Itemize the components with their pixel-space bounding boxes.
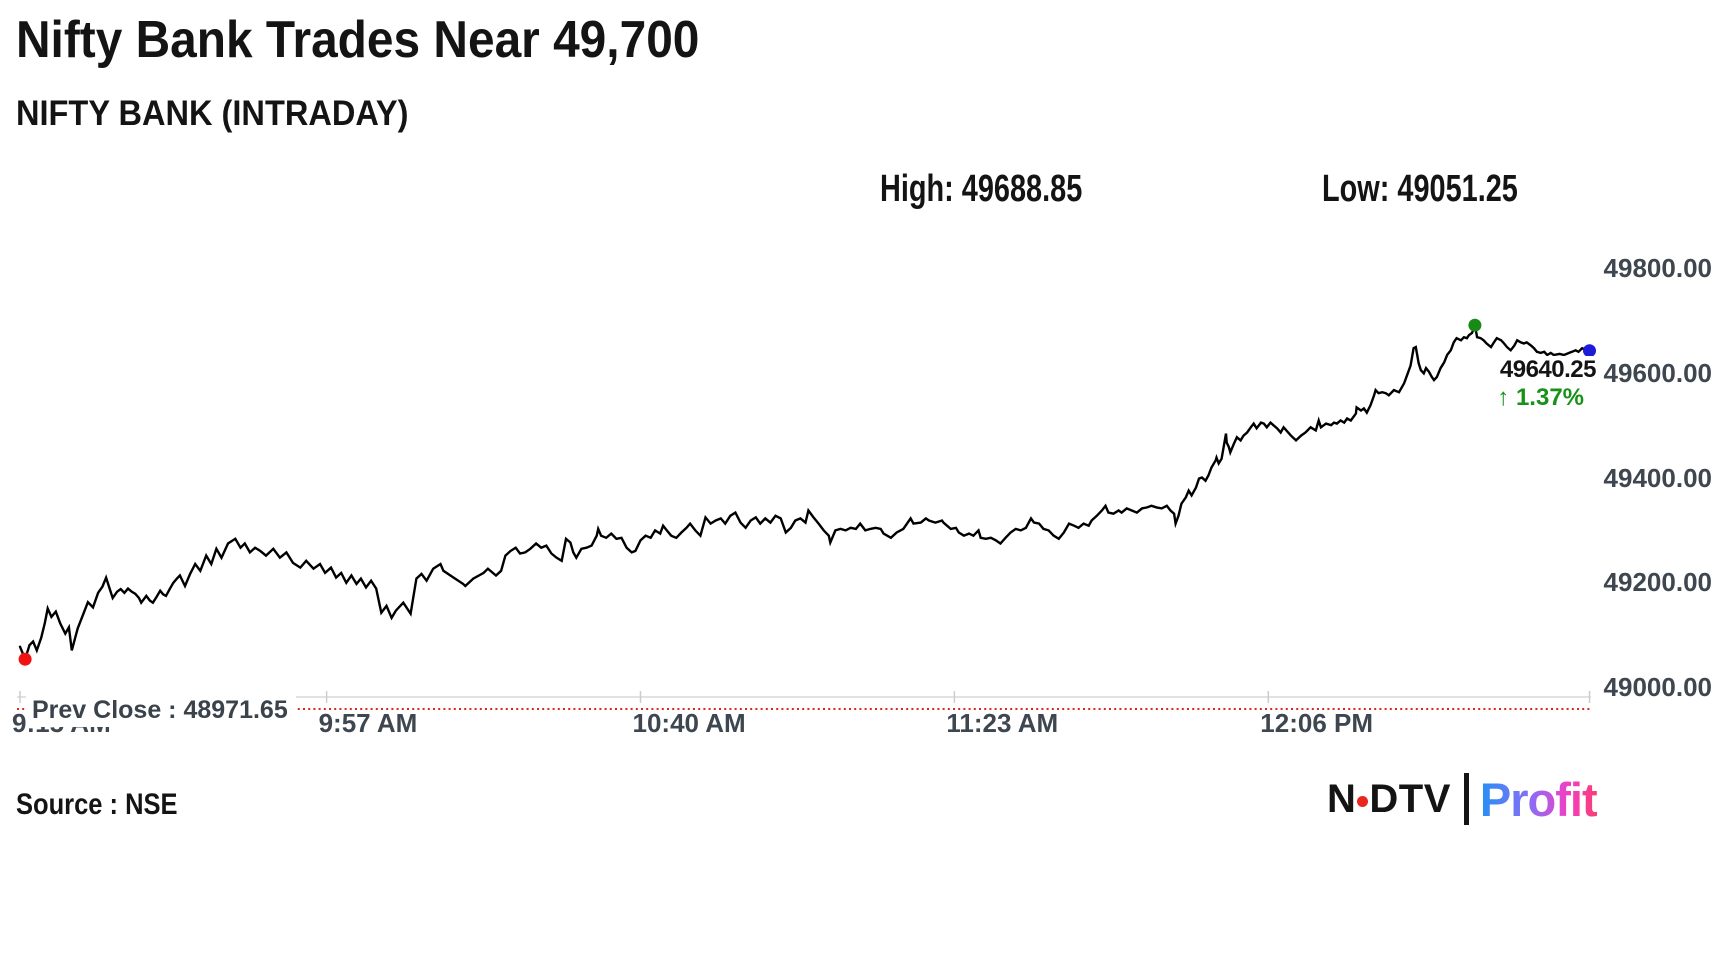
day-low-marker xyxy=(18,652,32,666)
y-axis-tick-label: 49600.00 xyxy=(1603,357,1712,388)
ndtv-wordmark: N DTV xyxy=(1327,777,1451,822)
ndtv-red-dot-icon xyxy=(1357,795,1369,807)
day-high-marker xyxy=(1468,318,1482,332)
profit-wordmark: Profit xyxy=(1479,772,1598,826)
x-axis-tick-label: 9:57 AM xyxy=(318,708,418,738)
page-title: Nifty Bank Trades Near 49,700 xyxy=(16,11,700,69)
ndtv-profit-logo: N DTV Profit xyxy=(1327,770,1598,828)
last-price-marker xyxy=(1583,344,1596,358)
logo-divider xyxy=(1463,773,1469,825)
y-axis-tick-label: 49200.00 xyxy=(1603,567,1712,598)
price-line xyxy=(18,320,1591,663)
x-axis-tick-label: 10:40 AM xyxy=(632,708,746,738)
x-axis-tick-label: 11:23 AM xyxy=(946,708,1059,738)
change-percent-label: ↑ 1.37% xyxy=(1497,384,1584,411)
y-axis-tick-label: 49800.00 xyxy=(1603,253,1712,283)
ndtv-letters-dtv: DTV xyxy=(1369,776,1451,821)
last-price-label: 49640.25 xyxy=(1497,356,1598,384)
ndtv-letter-n: N xyxy=(1327,776,1357,821)
day-high-readout: High: 49688.85 xyxy=(880,168,1083,210)
day-low-readout: Low: 49051.25 xyxy=(1322,168,1518,210)
y-axis-tick-label: 49400.00 xyxy=(1603,462,1712,493)
y-axis-tick-label: 49000.00 xyxy=(1603,672,1712,702)
prev-close-label: Prev Close : 48971.65 xyxy=(26,695,296,727)
x-axis-tick-label: 12:06 PM xyxy=(1260,708,1374,738)
chart-subtitle: NIFTY BANK (INTRADAY) xyxy=(16,94,409,133)
source-attribution: Source : NSE xyxy=(16,788,178,821)
